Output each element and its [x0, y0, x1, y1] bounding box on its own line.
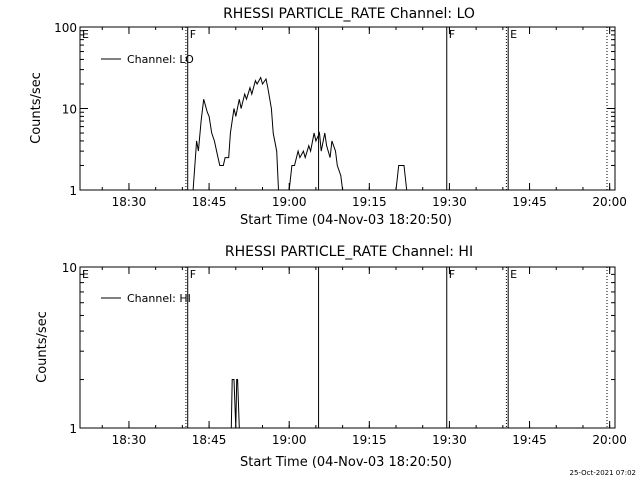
hi-x-axis-label: Start Time (04-Nov-03 18:20:50)	[240, 455, 452, 470]
lo-chart-title: RHESSI PARTICLE_RATE Channel: LO	[223, 6, 475, 22]
lo-panel: RHESSI PARTICLE_RATE Channel: LO Counts/…	[29, 6, 627, 228]
hi-x-tick-label: 19:15	[352, 433, 387, 447]
lo-x-tick-label: 20:00	[592, 195, 627, 209]
lo-plot-frame	[79, 26, 616, 191]
hi-event-label: F	[190, 268, 196, 281]
lo-event-label: E	[510, 28, 517, 41]
hi-y-tick-label: 1	[69, 422, 77, 436]
hi-x-tick-label: 19:30	[432, 433, 467, 447]
lo-x-tick-label: 18:45	[192, 195, 227, 209]
hi-legend: Channel: HI	[101, 292, 191, 305]
hi-y-axis-label: Counts/sec	[35, 311, 50, 383]
lo-x-tick-label: 18:30	[112, 195, 147, 209]
lo-event-label: F	[190, 28, 196, 41]
lo-y-tick-label: 100	[54, 21, 77, 35]
hi-plot-frame	[79, 266, 616, 429]
lo-x-tick-label: 19:45	[512, 195, 547, 209]
hi-y-tick-label: 10	[62, 261, 77, 275]
lo-ticks: 18:30 18:45 19:00 19:15 19:30 19:45 20:00 1 10 10…	[54, 21, 627, 209]
lo-x-tick-label: 19:30	[432, 195, 467, 209]
lo-legend: Channel: LO	[101, 53, 194, 66]
hi-ticks: 18:30 18:45 19:00 19:15 19:30 19:45 20:00 1 10	[62, 261, 627, 447]
lo-x-axis-label: Start Time (04-Nov-03 18:20:50)	[240, 213, 452, 228]
hi-event-lines	[185, 267, 608, 428]
lo-event-label: E	[82, 28, 89, 41]
hi-x-tick-label: 18:30	[112, 433, 147, 447]
hi-x-tick-label: 20:00	[592, 433, 627, 447]
hi-chart-title: RHESSI PARTICLE_RATE Channel: HI	[225, 244, 473, 260]
hi-x-tick-label: 18:45	[192, 433, 227, 447]
lo-x-tick-label: 19:15	[352, 195, 387, 209]
lo-y-axis-label: Counts/sec	[29, 72, 44, 144]
lo-legend-label: Channel: LO	[127, 53, 194, 66]
lo-y-tick-label: 1	[69, 184, 77, 198]
hi-event-label: F	[449, 268, 455, 281]
hi-event-label: E	[82, 268, 89, 281]
lo-event-lines	[185, 27, 608, 190]
lo-y-tick-label: 10	[62, 103, 77, 117]
hi-legend-label: Channel: HI	[127, 292, 191, 305]
lo-series-line	[192, 76, 412, 191]
lo-x-tick-label: 19:00	[272, 195, 307, 209]
footer-timestamp: 25-Oct-2021 07:02	[570, 469, 636, 477]
hi-panel: RHESSI PARTICLE_RATE Channel: HI Counts/…	[35, 244, 627, 470]
hi-series	[230, 379, 242, 429]
hi-x-tick-label: 19:45	[512, 433, 547, 447]
hi-x-tick-label: 19:00	[272, 433, 307, 447]
hi-series-line	[230, 379, 242, 429]
lo-series	[192, 76, 412, 191]
hi-event-label: E	[510, 268, 517, 281]
lo-event-label: F	[449, 28, 455, 41]
